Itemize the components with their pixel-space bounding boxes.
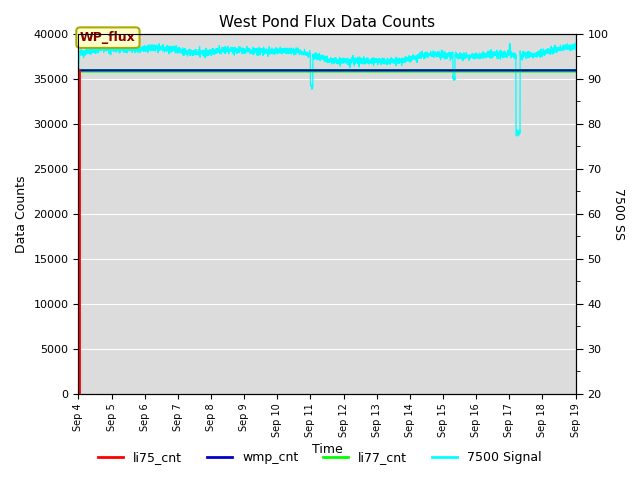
Text: WP_flux: WP_flux [80, 31, 136, 44]
Y-axis label: 7500 SS: 7500 SS [612, 188, 625, 240]
Legend: li75_cnt, wmp_cnt, li77_cnt, 7500 Signal: li75_cnt, wmp_cnt, li77_cnt, 7500 Signal [93, 446, 547, 469]
X-axis label: Time: Time [312, 443, 342, 456]
Title: West Pond Flux Data Counts: West Pond Flux Data Counts [219, 15, 435, 30]
Y-axis label: Data Counts: Data Counts [15, 175, 28, 252]
